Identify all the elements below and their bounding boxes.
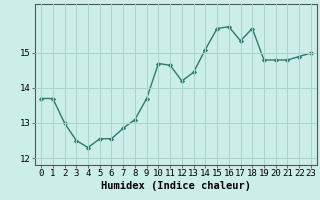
X-axis label: Humidex (Indice chaleur): Humidex (Indice chaleur) [101,181,251,191]
